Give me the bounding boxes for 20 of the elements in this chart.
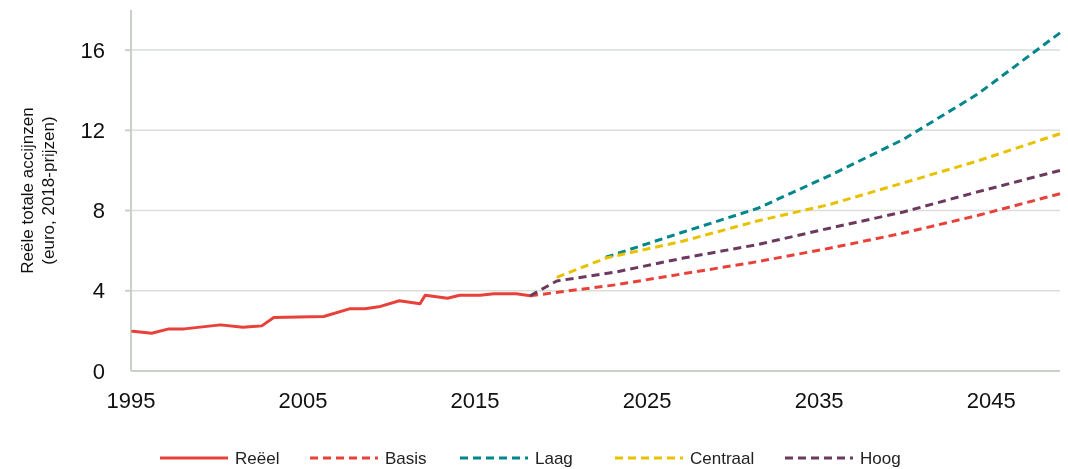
y-axis-title: Reële totale accijnzen (euro, 2018-prijzen) bbox=[18, 107, 58, 274]
legend-label: Reëel bbox=[235, 449, 280, 468]
x-tick-label: 2025 bbox=[622, 388, 672, 413]
legend-label: Centraal bbox=[690, 449, 755, 468]
y-tick-label: 16 bbox=[80, 37, 105, 63]
y-tick-label: 0 bbox=[92, 358, 105, 384]
y-tick-label: 4 bbox=[92, 278, 105, 304]
x-tick-label: 2045 bbox=[966, 388, 1016, 413]
line-series bbox=[555, 132, 1062, 279]
legend-label: Hoog bbox=[860, 449, 901, 468]
x-tick-label: 2035 bbox=[794, 388, 844, 413]
line-series bbox=[604, 31, 1062, 259]
legend-label: Basis bbox=[385, 449, 427, 468]
y-tick-label: 8 bbox=[92, 198, 105, 224]
line-series bbox=[528, 168, 1062, 298]
x-tick-label: 2015 bbox=[450, 388, 500, 413]
x-tick-label: 2005 bbox=[278, 388, 328, 413]
x-tick-label: 1995 bbox=[106, 388, 156, 413]
y-tick-label: 12 bbox=[80, 118, 105, 144]
legend-label: Laag bbox=[535, 449, 573, 468]
